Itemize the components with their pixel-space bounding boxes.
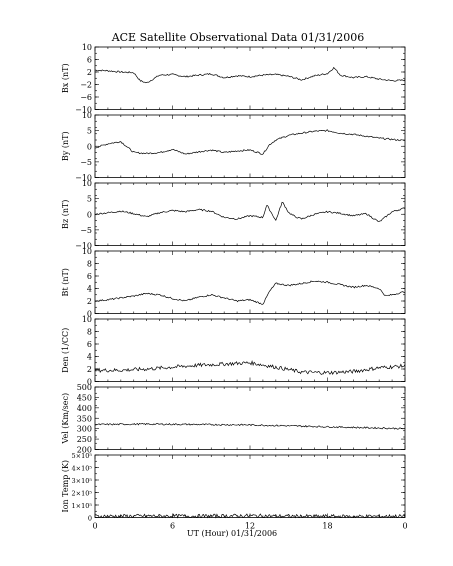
chart-title: ACE Satellite Observational Data 01/31/2… <box>111 31 365 44</box>
y-axis-label-bz: Bz (nT) <box>61 200 70 229</box>
y-axis-label-vel: Vel (Km/sec) <box>61 393 70 445</box>
y-axis-label-temp: Ion Temp (K) <box>61 460 70 513</box>
y-tick-label: 4 <box>87 285 92 294</box>
y-tick-label: −10 <box>75 242 92 251</box>
series-line-den <box>94 359 406 375</box>
x-tick-label: 0 <box>92 522 97 531</box>
y-tick-label: 2 <box>87 365 92 374</box>
series-line-by <box>94 129 405 155</box>
panel-frame <box>94 454 406 518</box>
y-tick-label: 450 <box>77 393 92 402</box>
panel-frame <box>94 318 406 382</box>
y-tick-label: −6 <box>80 93 92 102</box>
y-tick-label: 300 <box>77 425 92 434</box>
y-axis-label-bx: Bx (nT) <box>61 63 70 93</box>
y-tick-label: 10 <box>82 179 92 188</box>
y-tick-label: −5 <box>80 158 92 167</box>
panel-frame <box>94 114 406 178</box>
series-line-temp <box>94 513 406 519</box>
y-tick-label: 10 <box>82 43 92 52</box>
x-tick-label: 6 <box>170 522 175 531</box>
y-tick-label: 10 <box>82 111 92 120</box>
series-line-vel <box>94 422 406 430</box>
panel-bt: 10 8 6 4 2 0 Bt (nT) <box>61 247 406 319</box>
y-tick-label: 5 <box>87 195 92 204</box>
y-tick-label: 4×10⁵ <box>72 465 93 473</box>
y-tick-label: 5×10⁵ <box>72 452 93 460</box>
y-axis-label-by: By (nT) <box>61 131 70 161</box>
y-tick-label: −2 <box>80 81 92 90</box>
y-axis-label-bt: Bt (nT) <box>61 268 70 296</box>
panel-bx: 10 6 2 −2 −6 −10 Bx (nT) <box>61 43 406 115</box>
y-tick-label: 0 <box>87 210 92 219</box>
y-tick-label: 5 <box>87 127 92 136</box>
y-tick-label: 6 <box>87 272 92 281</box>
y-tick-label: 0 <box>88 515 92 523</box>
x-tick-label: 0 <box>402 522 407 531</box>
y-tick-label: −10 <box>75 174 92 183</box>
panel-temp: 5×10⁵ 4×10⁵ 3×10⁵ 2×10⁵ 1×10⁵ 0 Ion Temp (K) <box>61 452 406 523</box>
y-tick-label: 3×10⁵ <box>72 477 93 485</box>
panel-frame <box>94 386 406 450</box>
y-tick-label: 8 <box>87 328 92 337</box>
y-tick-label: −10 <box>75 106 92 115</box>
y-tick-label: 400 <box>77 404 92 413</box>
x-tick-label: 18 <box>322 522 332 531</box>
y-tick-label: 250 <box>77 435 92 444</box>
y-tick-label: 8 <box>87 260 92 269</box>
y-tick-label: 10 <box>82 315 92 324</box>
panel-den: 10 8 6 4 2 0 Den (1/CC) <box>61 315 406 387</box>
y-tick-label: 2×10⁵ <box>72 490 93 498</box>
y-tick-label: 2 <box>87 68 92 77</box>
y-tick-label: 4 <box>87 353 92 362</box>
y-tick-label: 0 <box>87 378 92 387</box>
panel-bz: 10 5 0 −5 −10 Bz (nT) <box>61 179 406 251</box>
y-tick-label: 0 <box>87 142 92 151</box>
panel-frame <box>94 46 406 110</box>
series-line-bx <box>94 66 406 84</box>
y-tick-label: 1×10⁵ <box>72 502 93 510</box>
y-tick-label: 0 <box>87 310 92 319</box>
y-tick-label: −5 <box>80 226 92 235</box>
y-tick-label: 200 <box>77 446 92 455</box>
y-tick-label: 2 <box>87 297 92 306</box>
y-tick-label: 10 <box>82 247 92 256</box>
y-axis-label-den: Den (1/CC) <box>61 328 70 373</box>
y-tick-label: 6 <box>87 340 92 349</box>
panel-by: 10 5 0 −5 −10 By (nT) <box>61 111 406 183</box>
x-axis-label: UT (Hour) 01/31/2006 <box>187 529 277 538</box>
y-tick-label: 350 <box>77 414 92 423</box>
series-line-bt <box>94 280 406 305</box>
panel-frame <box>94 250 406 314</box>
series-line-bz <box>94 201 406 222</box>
y-tick-label: 6 <box>87 56 92 65</box>
y-tick-label: 500 <box>77 383 92 392</box>
x-tick-label: 12 <box>245 522 255 531</box>
